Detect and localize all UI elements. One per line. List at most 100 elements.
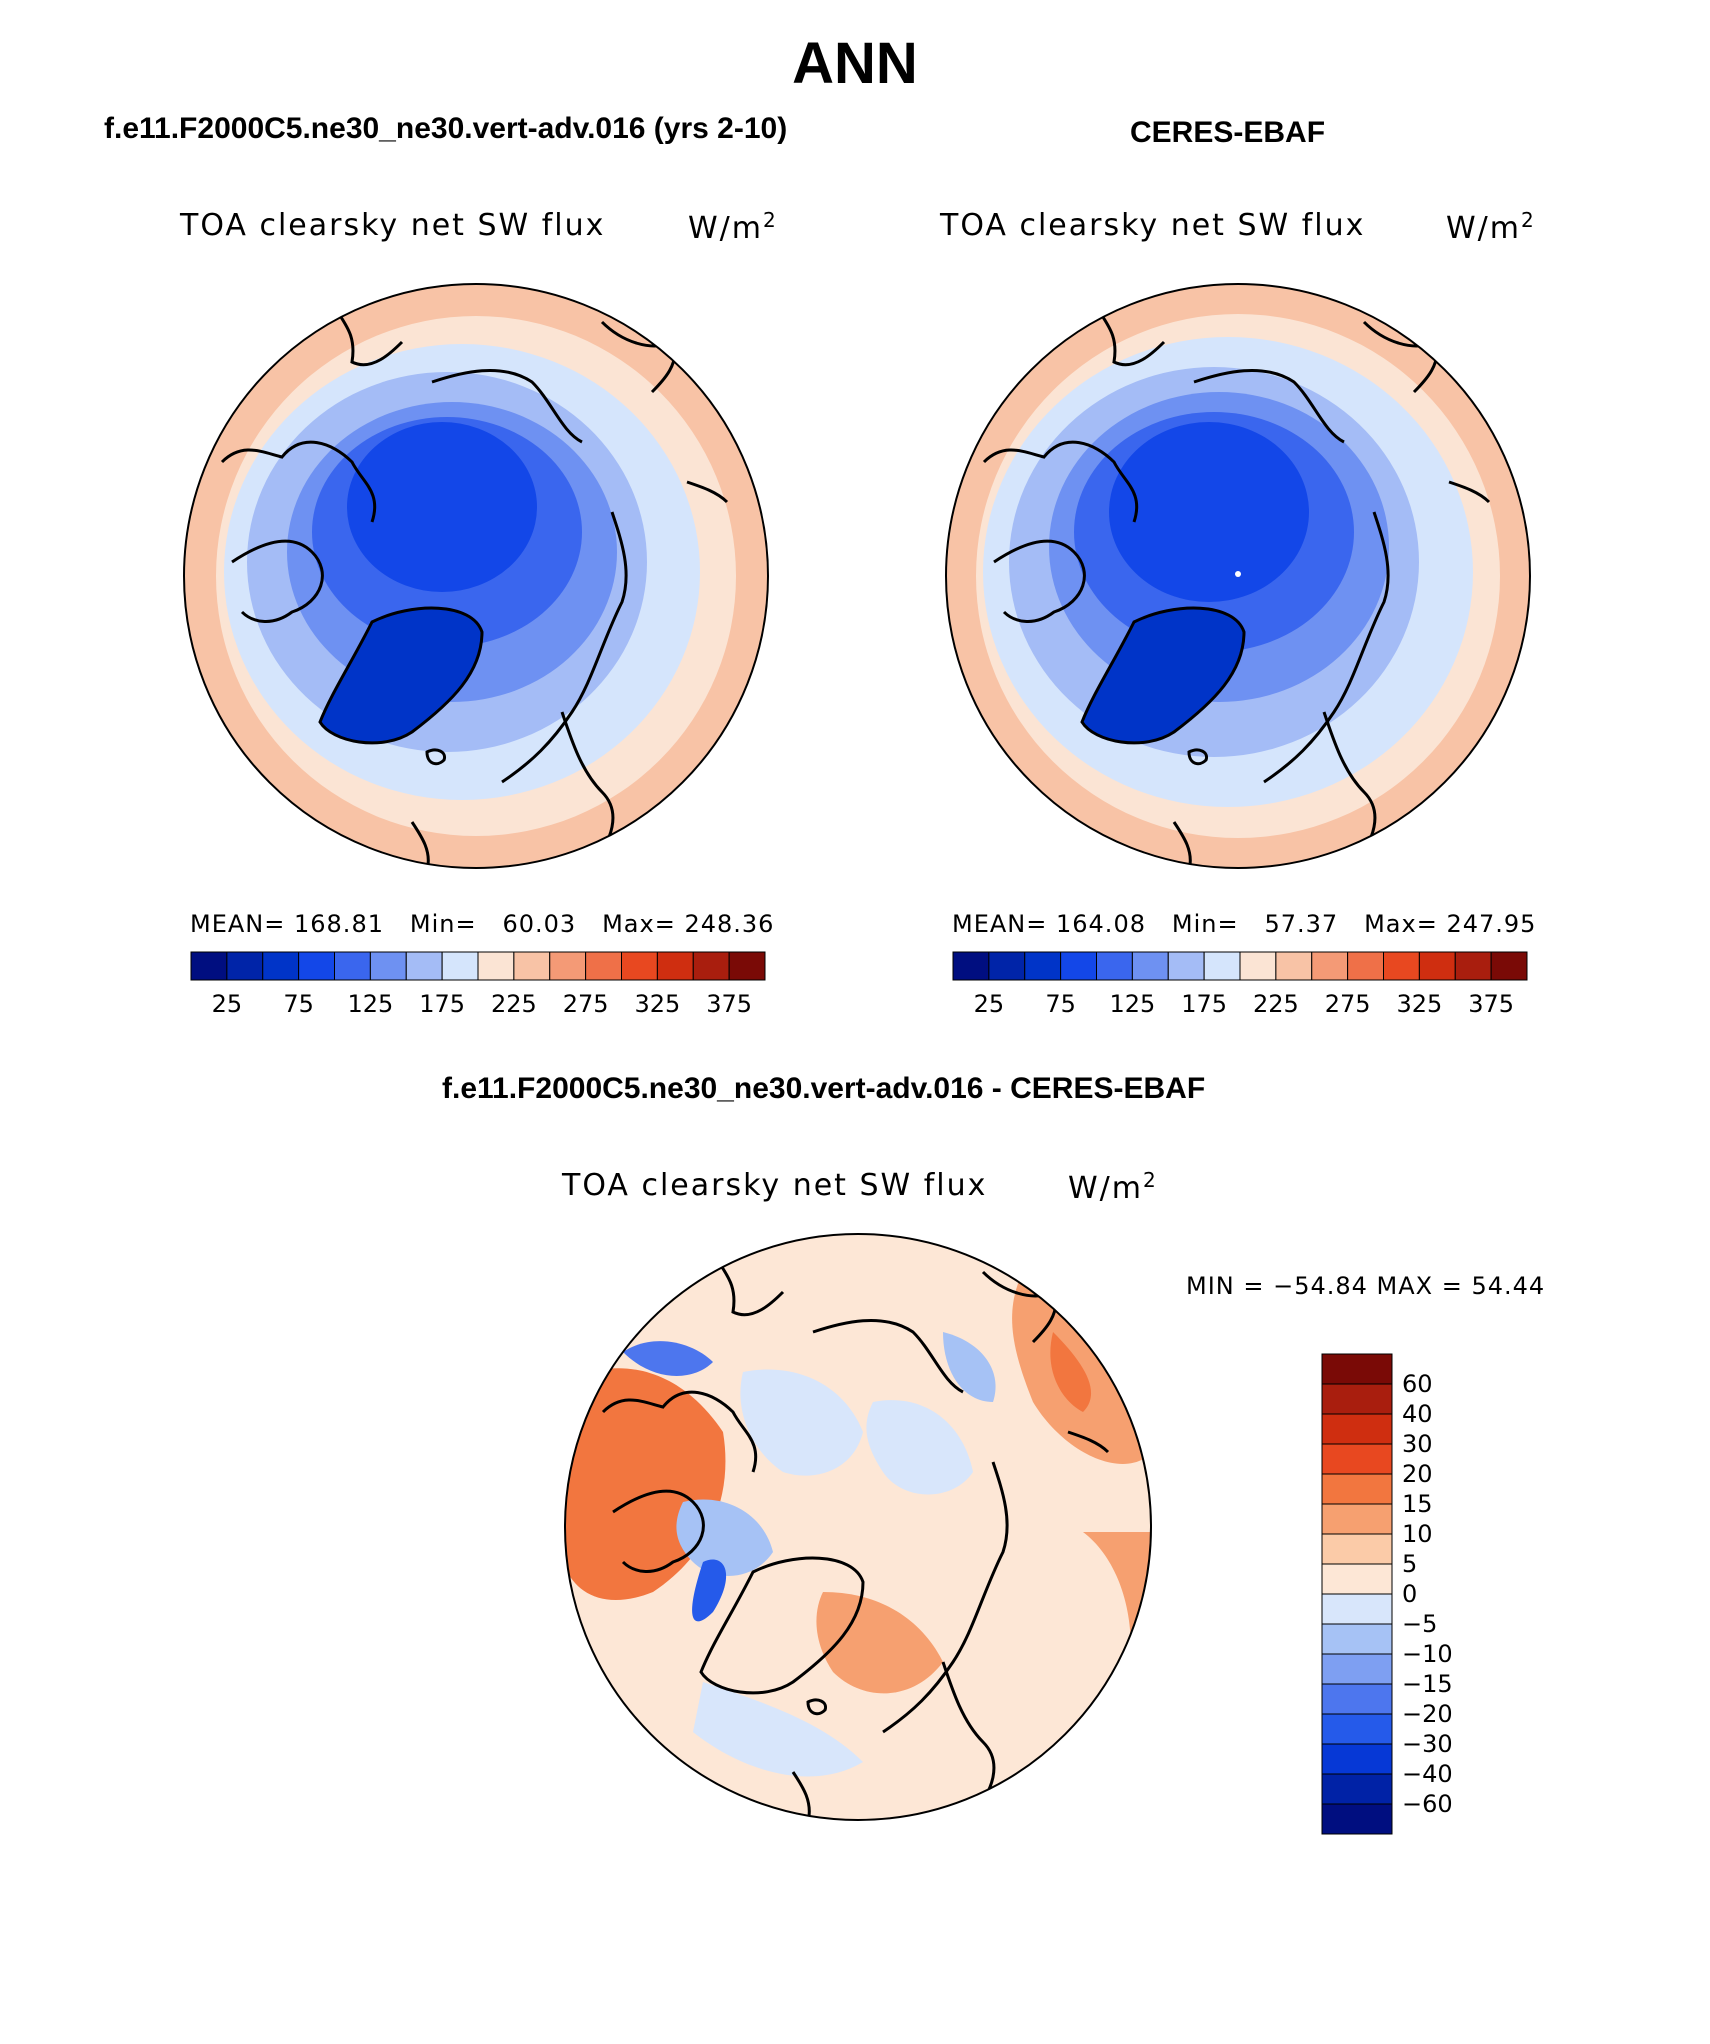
colorbar-swatch (1275, 951, 1313, 981)
colorbar-swatch (1024, 951, 1062, 981)
colorbar-swatch (621, 951, 658, 981)
colorbar-tick-label: 325 (1396, 990, 1443, 1018)
colorbar-swatch (692, 951, 730, 981)
panel2-variable: TOA clearsky net SW flux (940, 208, 1366, 243)
figure-title: ANN (792, 31, 918, 96)
panel1-units: W/m2 (688, 208, 778, 246)
colorbar-tick-label: 375 (706, 990, 753, 1018)
panel1-colorbar (190, 951, 766, 981)
diff-colorbar-swatch (1321, 1353, 1393, 1385)
model-case-title: f.e11.F2000C5.ne30_ne30.vert-adv.016 (yr… (104, 112, 788, 145)
colorbar-tick-label: 175 (1181, 990, 1228, 1018)
difference-title: f.e11.F2000C5.ne30_ne30.vert-adv.016 - C… (442, 1072, 1206, 1105)
diff-colorbar-tick-label: −30 (1402, 1730, 1453, 1758)
obs-case-title: CERES-EBAF (1130, 116, 1326, 149)
colorbar-swatch (1490, 951, 1528, 981)
diff-colorbar-swatch (1321, 1383, 1393, 1415)
diff-colorbar-swatch (1321, 1593, 1393, 1625)
diff-colorbar-swatch (1321, 1773, 1393, 1805)
diff-colorbar-tick-label: −60 (1402, 1790, 1453, 1818)
colorbar-swatch (369, 951, 407, 981)
colorbar-swatch (441, 951, 479, 981)
diff-colorbar-tick-label: 15 (1402, 1490, 1433, 1518)
colorbar-tick-label: 125 (1109, 990, 1156, 1018)
colorbar-tick-label: 325 (634, 990, 681, 1018)
diff-colorbar-swatch (1321, 1473, 1393, 1505)
colorbar-tick-label: 375 (1468, 990, 1515, 1018)
diff-colorbar-swatch (1321, 1533, 1393, 1565)
difference-colorbar-ticks: 60 40 30 20 15 10 5 0 −5 −10 −15 −20 −30 −40 −60 (1402, 1354, 1482, 1834)
panel2-stats: MEAN= 164.08 Min= 57.37 Max= 247.95 (952, 910, 1537, 938)
colorbar-swatch (1203, 951, 1241, 981)
colorbar-swatch (549, 951, 587, 981)
model-polar-map (183, 283, 769, 869)
colorbar-swatch (656, 951, 694, 981)
colorbar-swatch (1167, 951, 1205, 981)
colorbar-swatch (226, 951, 264, 981)
colorbar-tick-label: 75 (283, 990, 314, 1018)
diff-colorbar-tick-label: 5 (1402, 1550, 1418, 1578)
colorbar-tick-label: 25 (973, 990, 1005, 1018)
difference-colorbar (1321, 1353, 1393, 1835)
colorbar-swatch (1383, 951, 1420, 981)
colorbar-tick-label: 175 (419, 990, 466, 1018)
diff-colorbar-tick-label: −5 (1402, 1610, 1438, 1638)
colorbar-swatch (477, 951, 515, 981)
diff-units: W/m2 (1068, 1168, 1158, 1206)
diff-colorbar-tick-label: 0 (1402, 1580, 1418, 1608)
colorbar-tick-label: 125 (347, 990, 394, 1018)
panel2-units: W/m2 (1446, 208, 1536, 246)
diff-colorbar-tick-label: 40 (1402, 1400, 1433, 1428)
diff-colorbar-tick-label: 60 (1402, 1370, 1433, 1398)
colorbar-swatch (1131, 951, 1169, 981)
diff-colorbar-tick-label: 10 (1402, 1520, 1433, 1548)
panel1-variable: TOA clearsky net SW flux (180, 208, 606, 243)
colorbar-swatch (952, 951, 990, 981)
diff-colorbar-tick-label: 30 (1402, 1430, 1433, 1458)
colorbar-swatch (1347, 951, 1384, 981)
colorbar-tick-label: 275 (1324, 990, 1371, 1018)
diff-colorbar-tick-label: −15 (1402, 1670, 1453, 1698)
diff-colorbar-swatch (1321, 1713, 1393, 1745)
colorbar-swatch (1418, 951, 1456, 981)
colorbar-tick-label: 25 (211, 990, 243, 1018)
diff-colorbar-swatch (1321, 1803, 1393, 1835)
colorbar-swatch (585, 951, 622, 981)
diff-colorbar-swatch (1321, 1683, 1393, 1715)
colorbar-tick-label: 225 (490, 990, 537, 1018)
colorbar-swatch (262, 951, 300, 981)
colorbar-swatch (405, 951, 443, 981)
colorbar-swatch (1239, 951, 1277, 981)
colorbar-swatch (1311, 951, 1349, 981)
colorbar-swatch (334, 951, 371, 981)
colorbar-swatch (1060, 951, 1097, 981)
panel1-colorbar-ticks: 25 75 125 175 225 275 325 375 (191, 990, 765, 1020)
colorbar-tick-label: 275 (562, 990, 609, 1018)
colorbar-swatch (728, 951, 766, 981)
colorbar-swatch (1096, 951, 1133, 981)
diff-variable: TOA clearsky net SW flux (562, 1168, 988, 1203)
diff-colorbar-swatch (1321, 1653, 1393, 1685)
colorbar-tick-label: 225 (1252, 990, 1299, 1018)
diff-colorbar-tick-label: −40 (1402, 1760, 1453, 1788)
colorbar-swatch (988, 951, 1026, 981)
panel1-stats: MEAN= 168.81 Min= 60.03 Max= 248.36 (190, 910, 775, 938)
diff-colorbar-swatch (1321, 1503, 1393, 1535)
diff-colorbar-swatch (1321, 1743, 1393, 1775)
difference-polar-map (564, 1233, 1152, 1821)
colorbar-swatch (513, 951, 551, 981)
colorbar-swatch (298, 951, 335, 981)
diff-minmax: MIN = −54.84 MAX = 54.44 (1186, 1272, 1546, 1300)
obs-polar-map (945, 283, 1531, 869)
diff-colorbar-tick-label: −20 (1402, 1700, 1453, 1728)
panel2-colorbar-ticks: 25 75 125 175 225 275 325 375 (953, 990, 1527, 1020)
diff-colorbar-tick-label: 20 (1402, 1460, 1433, 1488)
colorbar-swatch (1454, 951, 1492, 981)
colorbar-swatch (190, 951, 228, 981)
diff-colorbar-swatch (1321, 1563, 1393, 1595)
diff-colorbar-swatch (1321, 1623, 1393, 1655)
diff-colorbar-swatch (1321, 1413, 1393, 1445)
diff-colorbar-swatch (1321, 1443, 1393, 1475)
colorbar-tick-label: 75 (1045, 990, 1076, 1018)
diff-colorbar-tick-label: −10 (1402, 1640, 1453, 1668)
